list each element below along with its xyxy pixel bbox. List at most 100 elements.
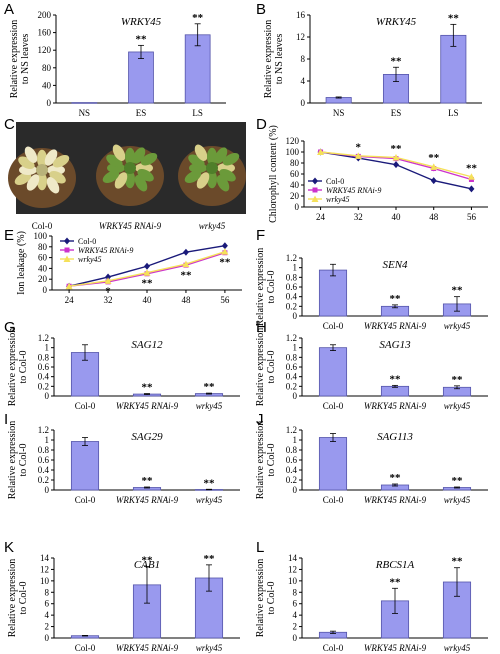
x-category-label: Col-0 <box>323 401 344 411</box>
panel-letter-K: K <box>4 539 14 556</box>
y-axis-title-line: Relative expression <box>255 248 266 327</box>
y-axis-title-line: to Col-0 <box>18 350 29 383</box>
panel-letter-D: D <box>256 116 267 133</box>
rnai-plant <box>96 144 164 206</box>
y-axis-title-line: to Col-0 <box>18 443 29 476</box>
plant-photo <box>8 122 246 214</box>
panel-G: G 00.20.40.60.811.2 Relative expressionto … <box>4 319 240 411</box>
point-marker <box>144 262 150 270</box>
y-tick-label: 0 <box>293 391 298 401</box>
leaf <box>194 144 208 161</box>
y-tick-label: 4 <box>293 610 298 620</box>
y-tick-label: 0 <box>47 98 52 108</box>
x-category-label: WRKY45 RNAi-9 <box>116 643 179 653</box>
y-tick-label: 100 <box>34 231 48 241</box>
significance-mark: ** <box>452 285 464 297</box>
y-axis-title-line: Relative expression <box>7 421 18 500</box>
y-tick-label: 12 <box>40 564 49 574</box>
significance-mark: ** <box>136 33 148 45</box>
x-category-label: NS <box>333 108 345 118</box>
significance-mark: ** <box>204 477 216 489</box>
y-tick-label: 1 <box>293 263 298 273</box>
panel-letter-H: H <box>256 319 267 336</box>
x-category-label: wrky45 <box>196 401 223 411</box>
leaf <box>102 170 120 184</box>
y-tick-label: 1.2 <box>38 425 49 435</box>
point-marker <box>311 195 319 202</box>
y-tick-label: 0.4 <box>286 465 298 475</box>
x-tick-label: 48 <box>429 212 439 222</box>
y-tick-label: 120 <box>38 45 52 55</box>
legend-label: WRKY45 RNAi-9 <box>326 186 381 195</box>
y-tick-label: 0 <box>293 633 298 643</box>
significance-mark: ** <box>452 556 464 568</box>
point-marker <box>65 282 73 290</box>
panel-I: I 00.20.40.60.811.2 Relative expressionto … <box>4 411 240 505</box>
y-tick-label: 1.2 <box>38 333 49 343</box>
point-marker <box>468 185 475 193</box>
y-tick-label: 40 <box>38 263 48 273</box>
bar <box>318 269 348 317</box>
point-marker <box>105 273 112 281</box>
y-tick-label: 0.2 <box>286 301 297 311</box>
y-tick-label: 0.4 <box>38 372 50 382</box>
y-tick-label: 8 <box>45 587 50 597</box>
panel-letter-B: B <box>256 1 266 18</box>
significance-mark: ** <box>142 382 154 394</box>
y-tick-label: 0.2 <box>286 475 297 485</box>
point-marker <box>312 177 318 185</box>
x-tick-label: 40 <box>143 295 153 305</box>
leaf <box>207 147 217 166</box>
leaf <box>140 152 158 166</box>
y-tick-label: 14 <box>288 553 298 563</box>
y-axis-title-line: Relative expression <box>7 559 18 638</box>
significance-mark: * <box>105 286 111 298</box>
bar <box>318 347 348 397</box>
panel-letter-E: E <box>4 227 14 244</box>
leaf <box>125 170 135 189</box>
y-tick-label: 0 <box>45 391 50 401</box>
y-tick-label: 60 <box>290 169 300 179</box>
significance-mark: ** <box>192 12 204 24</box>
x-category-label: wrky45 <box>444 401 471 411</box>
x-tick-label: 24 <box>65 295 75 305</box>
y-tick-label: 16 <box>296 10 306 20</box>
x-category-label: Col-0 <box>75 495 96 505</box>
leaf <box>52 154 70 168</box>
y-axis-title-line: Relative expression <box>255 328 266 407</box>
panel-H: H 00.20.40.60.811.2 Relative expressionto … <box>255 319 488 411</box>
x-category-label: LS <box>448 108 459 118</box>
y-axis-title: Relative expressionto Col-0 <box>7 421 29 500</box>
leaf <box>37 149 47 168</box>
significance-mark: ** <box>452 374 464 386</box>
y-tick-label: 20 <box>290 191 300 201</box>
significance-mark: ** <box>390 472 402 484</box>
point-marker <box>221 242 228 250</box>
y-tick-label: 0 <box>295 202 300 212</box>
y-tick-label: 10 <box>40 576 50 586</box>
panel-B: B 0 4 8 12 16 Relative expressionto NS leaves N… <box>256 1 482 118</box>
y-tick-label: 0.2 <box>286 381 297 391</box>
y-tick-label: 0.4 <box>286 372 298 382</box>
chart-title: WRKY45 <box>121 16 162 28</box>
y-tick-label: 0.8 <box>38 352 50 362</box>
y-tick-label: 1 <box>45 435 50 445</box>
significance-mark: ** <box>142 277 154 289</box>
y-axis-title-line: Relative expression <box>255 421 266 500</box>
x-category-label: WRKY45 RNAi-9 <box>116 495 179 505</box>
y-axis-title-line: Relative expression <box>255 559 266 638</box>
y-tick-label: 20 <box>38 274 48 284</box>
y-tick-label: 1 <box>293 435 298 445</box>
y-tick-label: 100 <box>286 147 300 157</box>
x-tick-label: 24 <box>316 212 326 222</box>
rosette-center <box>124 162 136 174</box>
chart-title: RBCS1A <box>375 559 415 571</box>
x-tick-label: 56 <box>220 295 230 305</box>
y-tick-label: 200 <box>38 10 52 20</box>
x-category-label: Col-0 <box>323 643 344 653</box>
panel-letter-I: I <box>4 411 8 428</box>
